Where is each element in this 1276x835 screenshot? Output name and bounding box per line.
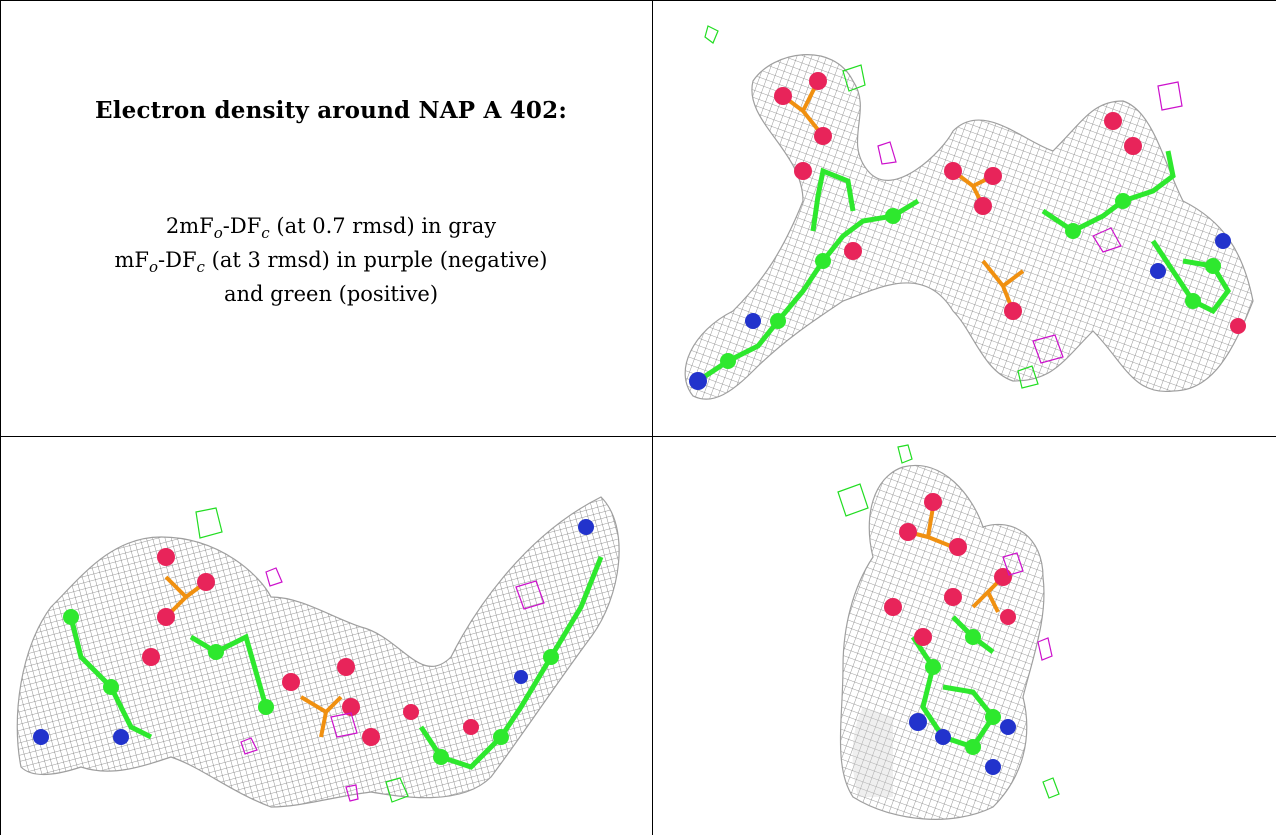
line1-suffix: (at 0.7 rmsd) in gray — [269, 214, 497, 238]
molecule-render-3 — [837, 444, 1060, 820]
figure-title: Electron density around NAP A 402: — [94, 97, 568, 124]
description-line-3: and green (positive) — [223, 281, 439, 306]
molecule-render-1 — [684, 25, 1254, 400]
table-divider-vertical — [652, 0, 653, 835]
table-border-top — [0, 0, 1276, 1]
line1-subscript-c: c — [261, 224, 270, 243]
density-view-bottom-right — [653, 437, 1276, 835]
line1-subscript-o: o — [213, 224, 223, 243]
line2-suffix: (at 3 rmsd) in purple (negative) — [204, 247, 548, 272]
table-divider-horizontal — [0, 436, 1276, 437]
line2-prefix: mF — [114, 247, 149, 272]
table-border-left — [0, 0, 1, 835]
molecule-render-2 — [16, 496, 620, 808]
description-line-1: 2mFo-DFc (at 0.7 rmsd) in gray — [41, 211, 621, 245]
line2-subscript-c: c — [196, 258, 205, 277]
description-line-2: mFo-DFc (at 3 rmsd) in purple (negative) — [41, 245, 621, 279]
line1-prefix: 2mF — [165, 214, 214, 238]
line2-subscript-o: o — [149, 258, 159, 277]
line1-mid: -DF — [222, 214, 262, 238]
density-view-bottom-left — [1, 437, 652, 835]
line2-mid: -DF — [158, 247, 197, 272]
density-view-top-right — [653, 1, 1276, 436]
figure-description: 2mFo-DFc (at 0.7 rmsd) in gray mFo-DFc (… — [41, 211, 621, 309]
caption-cell: Electron density around NAP A 402: 2mFo-… — [1, 1, 652, 436]
